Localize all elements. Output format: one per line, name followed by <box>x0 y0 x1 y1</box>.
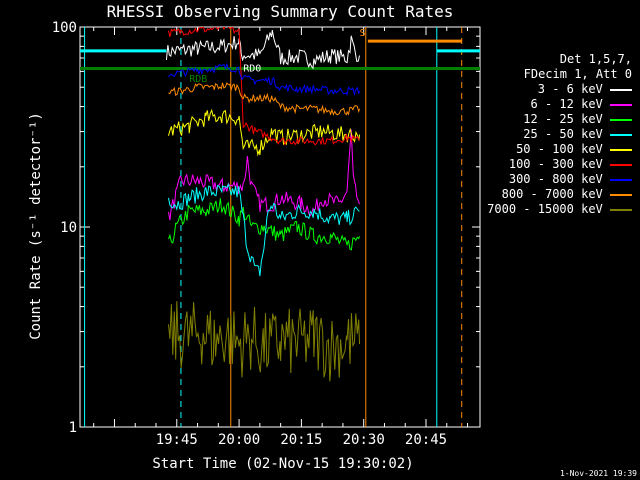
legend-entry: 100 - 300 keV <box>509 157 632 171</box>
series-line <box>168 108 360 157</box>
legend-swatch <box>610 208 632 211</box>
legend-label: 800 - 7000 keV <box>501 187 610 201</box>
plot-area: 1 10 100 19:45 20:00 20:15 20:30 20:45 RD0 RDB S <box>52 20 481 448</box>
legend-entry: 300 - 800 keV <box>509 172 632 186</box>
x-tick-label: 19:45 <box>156 432 198 448</box>
legend-swatch <box>610 163 632 166</box>
legend-label: 100 - 300 keV <box>508 157 610 171</box>
legend-entry: 6 - 12 keV <box>531 97 632 111</box>
series-line <box>165 30 360 70</box>
chart-title: RHESSI Observing Summary Count Rates <box>107 2 454 21</box>
series-line <box>168 82 360 116</box>
y-tick-label: 1 <box>69 420 77 436</box>
flag-label: S <box>360 28 366 39</box>
plot-contents: RD0 RDB S <box>80 27 480 427</box>
plot-frame <box>79 26 481 428</box>
timestamp: 1-Nov-2021 19:39 <box>560 469 637 478</box>
legend-entry: 800 - 7000 keV <box>502 187 632 201</box>
x-tick-label: 20:30 <box>343 432 385 448</box>
legend-label: 6 - 12 keV <box>530 97 610 111</box>
legend-swatch <box>610 118 632 121</box>
legend-header: Det 1,5,7, <box>559 52 632 66</box>
x-axis-label: Start Time (02-Nov-15 19:30:02) <box>152 456 413 472</box>
legend-label: 50 - 100 keV <box>516 142 610 156</box>
x-tick-label: 20:15 <box>280 432 322 448</box>
legend-swatch <box>610 148 632 151</box>
y-axis-label: Count Rate (s⁻¹ detector⁻¹) <box>28 112 44 340</box>
y-tick-label: 10 <box>60 220 77 236</box>
legend-label: 7000 - 15000 keV <box>487 202 610 216</box>
x-tick-label: 20:00 <box>218 432 260 448</box>
legend-label: 300 - 800 keV <box>508 172 610 186</box>
legend-label: 3 - 6 keV <box>537 82 610 96</box>
legend-entry: 3 - 6 keV <box>538 82 632 96</box>
series-line <box>168 62 360 97</box>
legend-label: 25 - 50 keV <box>523 127 610 141</box>
series-line <box>168 182 360 277</box>
legend-swatch <box>610 193 632 196</box>
legend-swatch <box>610 103 632 106</box>
legend-entry: 50 - 100 keV <box>516 142 632 156</box>
series-line <box>168 27 360 146</box>
x-tick-label: 20:45 <box>405 432 447 448</box>
flag-label: RDB <box>189 74 207 85</box>
legend-label: 12 - 25 keV <box>523 112 610 126</box>
legend-header: FDecim 1, Att 0 <box>523 67 632 81</box>
legend-swatch <box>610 133 632 136</box>
legend-entry: 25 - 50 keV <box>523 127 632 141</box>
series-line <box>168 301 360 382</box>
series-line <box>168 198 360 251</box>
y-tick-label: 100 <box>52 20 77 36</box>
series-line <box>168 129 360 221</box>
flag-label: RD0 <box>243 64 261 75</box>
legend-entry: 12 - 25 keV <box>523 112 632 126</box>
legend-swatch <box>610 178 632 181</box>
legend-swatch <box>610 88 632 91</box>
legend-entry: 7000 - 15000 keV <box>487 202 632 216</box>
